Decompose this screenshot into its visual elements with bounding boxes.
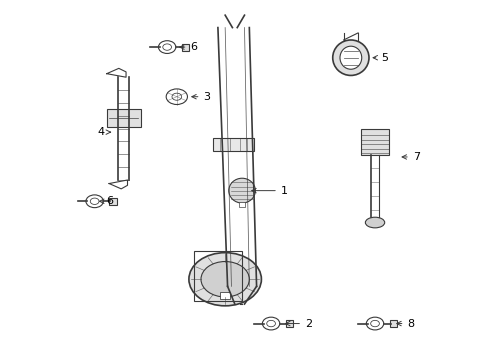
Bar bbox=[213, 138, 254, 151]
Bar bbox=[220, 292, 229, 299]
Ellipse shape bbox=[339, 46, 361, 69]
Circle shape bbox=[188, 253, 261, 306]
Text: 6: 6 bbox=[180, 42, 197, 52]
Text: 7: 7 bbox=[401, 152, 419, 162]
Bar bbox=[285, 320, 293, 327]
Circle shape bbox=[370, 320, 379, 327]
Text: 8: 8 bbox=[396, 319, 414, 329]
Ellipse shape bbox=[365, 217, 384, 228]
Bar bbox=[109, 198, 117, 205]
Ellipse shape bbox=[332, 40, 368, 76]
Bar bbox=[193, 251, 242, 301]
Circle shape bbox=[86, 195, 103, 208]
Text: 3: 3 bbox=[191, 92, 210, 102]
Text: 4: 4 bbox=[97, 127, 110, 137]
Text: 5: 5 bbox=[372, 53, 387, 63]
Text: 6: 6 bbox=[100, 196, 114, 206]
Circle shape bbox=[201, 261, 249, 297]
Bar bbox=[389, 320, 396, 327]
Bar bbox=[106, 109, 140, 127]
Bar bbox=[361, 129, 388, 155]
Ellipse shape bbox=[228, 178, 255, 203]
Text: 2: 2 bbox=[285, 319, 311, 329]
Bar bbox=[181, 44, 189, 51]
Circle shape bbox=[166, 89, 187, 104]
Circle shape bbox=[262, 317, 279, 330]
Circle shape bbox=[266, 320, 275, 327]
Circle shape bbox=[90, 198, 99, 204]
Text: 1: 1 bbox=[251, 186, 287, 195]
Bar bbox=[238, 202, 244, 207]
Circle shape bbox=[163, 44, 171, 50]
Circle shape bbox=[158, 41, 176, 54]
Circle shape bbox=[172, 93, 181, 100]
Circle shape bbox=[366, 317, 383, 330]
